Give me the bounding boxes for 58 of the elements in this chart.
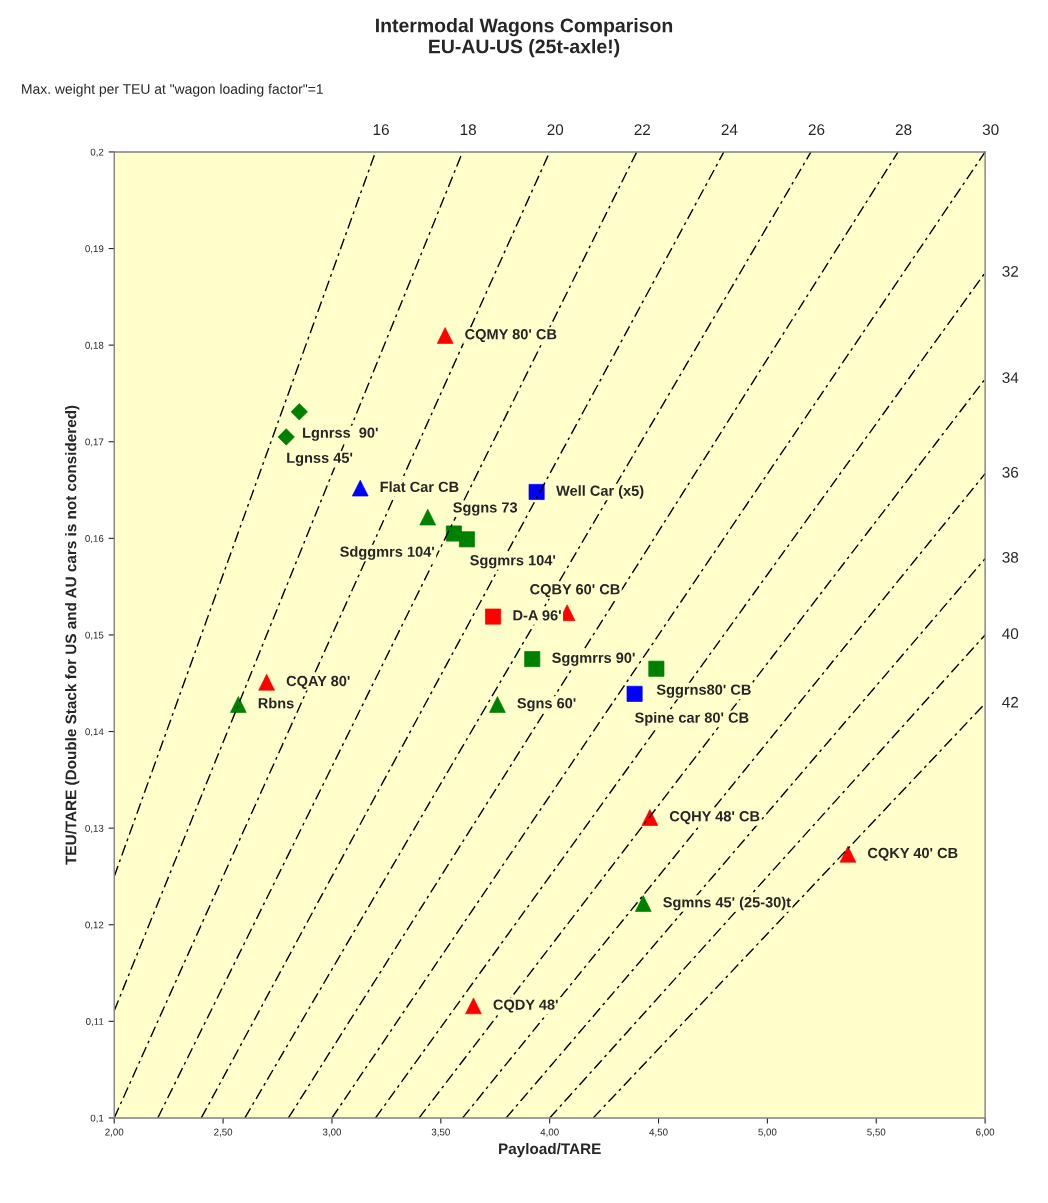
x-tick-label: 6,00 xyxy=(976,1128,995,1137)
series-label: 18 xyxy=(460,124,476,136)
x-tick-label: 4,00 xyxy=(540,1128,559,1137)
x-tick-label: 5,00 xyxy=(758,1128,777,1137)
x-tick-label: 5,50 xyxy=(867,1128,886,1137)
annotation: Sggmrs 104' xyxy=(470,555,556,569)
annotation: Rbns xyxy=(258,697,294,709)
y-tick-label: 0,15 xyxy=(85,631,104,640)
annotation: CQKY 40' CB xyxy=(868,847,958,861)
annotation: Lgnrss 90' xyxy=(303,427,378,441)
series-label: 28 xyxy=(895,124,912,136)
series-label: 38 xyxy=(1002,551,1019,563)
series-label: 24 xyxy=(721,124,738,135)
annotation: Sggrns80' CB xyxy=(656,684,751,698)
chart-title: Intermodal Wagons Comparison EU-AU-US (25t-axle!) xyxy=(376,18,673,58)
x-tick-label: 2,50 xyxy=(214,1128,233,1137)
series-label: 26 xyxy=(808,124,825,136)
series-label: 34 xyxy=(1002,372,1019,384)
y-tick-label: 0,11 xyxy=(85,1018,104,1027)
x-axis-title: Payload/TARE xyxy=(499,1142,601,1158)
annotation: Well Car (x5) xyxy=(556,485,644,499)
series-label: 36 xyxy=(1002,466,1019,478)
series-label: 40 xyxy=(1002,628,1019,640)
y-tick-label: 0,1 xyxy=(90,1114,104,1123)
annotation: Sgns 60' xyxy=(517,698,576,712)
annotation: CQAY 80' xyxy=(286,675,350,689)
series-label: 22 xyxy=(634,124,651,135)
annotation: Sggns 73 xyxy=(453,502,518,516)
y-tick-label: 0,2 xyxy=(90,148,104,157)
x-tick-label: 4,50 xyxy=(649,1128,668,1137)
x-tick-label: 3,50 xyxy=(431,1128,450,1137)
series-label: 42 xyxy=(1002,696,1019,708)
x-tick-label: 3,00 xyxy=(322,1128,342,1137)
annotation: CQBY 60' CB xyxy=(530,584,620,598)
y-tick-label: 0,17 xyxy=(85,438,104,447)
series-label: 20 xyxy=(547,124,564,136)
x-tick-label: 2,00 xyxy=(105,1128,124,1137)
annotation: Spine car 80' CB xyxy=(635,712,749,726)
y-tick-label: 0,18 xyxy=(85,341,104,350)
series-label: 16 xyxy=(373,124,389,136)
annotation: D-A 96' xyxy=(513,610,561,621)
annotation: Lgnss 45' xyxy=(287,452,353,466)
annotation: CQMY 80' CB xyxy=(465,329,557,343)
y-tick-label: 0,14 xyxy=(85,728,104,737)
annotation: CQDY 48' xyxy=(493,999,558,1013)
y-tick-label: 0,16 xyxy=(85,535,104,544)
y-axis-title: TEU/TARE (Double Stack for US and AU cars is not considered) xyxy=(65,405,80,865)
y-tick-label: 0,19 xyxy=(85,245,104,254)
annotation: CQHY 48' CB xyxy=(669,811,760,825)
annotation: Sggmrrs 90' xyxy=(552,652,635,666)
y-tick-label: 0,13 xyxy=(85,824,104,833)
series-label: 30 xyxy=(982,124,999,136)
annotation: Sgmns 45' (25-30)t xyxy=(663,896,791,911)
annotation: Sdggmrs 104' xyxy=(340,546,434,560)
text: Max. weight per TEU at "wagon loading factor"=1 xyxy=(22,83,323,97)
annotation: Flat Car CB xyxy=(380,481,459,493)
series-label: 32 xyxy=(1002,265,1019,277)
y-tick-label: 0,12 xyxy=(85,921,104,930)
